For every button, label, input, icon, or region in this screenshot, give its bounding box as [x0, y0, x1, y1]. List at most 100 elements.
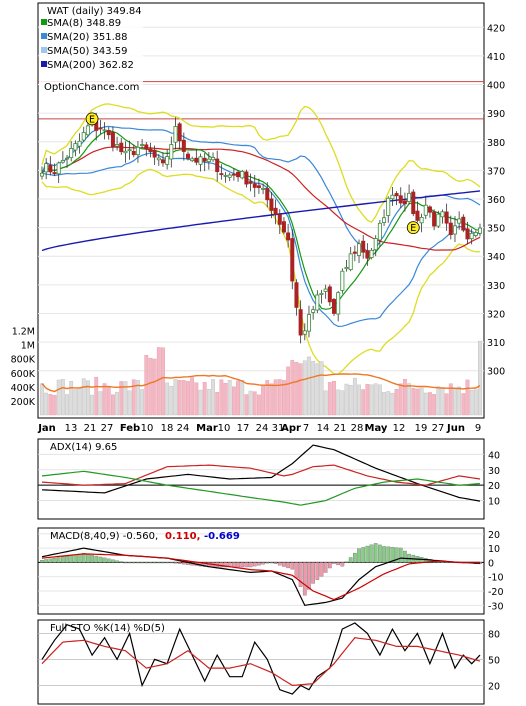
- sma50-line: [41, 146, 481, 251]
- volume-bar: [340, 390, 345, 416]
- volume-bar: [156, 347, 161, 416]
- volume-bar: [44, 392, 49, 416]
- panel-y-tick: 10: [488, 544, 500, 555]
- macd-histogram-bar: [294, 562, 299, 579]
- panel-series-line: [41, 553, 480, 601]
- volume-bar: [403, 379, 407, 416]
- x-tick-label: 27: [101, 423, 114, 434]
- macd-histogram-bar: [244, 562, 249, 568]
- candle-body: [198, 156, 203, 165]
- macd-histogram-bar: [319, 562, 324, 577]
- volume-bar: [294, 362, 299, 416]
- volume-bar: [357, 384, 361, 416]
- macd-histogram-bar: [265, 562, 270, 564]
- volume-bar: [65, 394, 69, 416]
- volume-bar: [382, 392, 386, 416]
- candle-body: [181, 139, 186, 152]
- volume-bar: [407, 383, 411, 416]
- macd-histogram-bar: [252, 562, 257, 567]
- macd-histogram-bar: [44, 559, 49, 563]
- macd-histogram-bar: [69, 555, 74, 563]
- x-tick-label: 10: [218, 423, 231, 434]
- volume-bar: [432, 394, 437, 416]
- sto-lines: [41, 622, 481, 695]
- candle-body: [102, 129, 107, 132]
- price-y-tick: 410: [487, 52, 505, 63]
- volume-average-line: [41, 373, 481, 393]
- price-y-tick: 370: [487, 166, 505, 177]
- candle-body: [44, 163, 49, 173]
- macd-histogram-bar: [248, 562, 253, 568]
- macd-histogram-bar: [327, 562, 332, 569]
- candle-body: [110, 132, 115, 148]
- legend-swatch: [41, 47, 47, 53]
- volume-bar: [127, 390, 132, 416]
- candle-body: [477, 227, 482, 234]
- x-tick-label: 24: [256, 423, 269, 434]
- candle-body: [77, 140, 82, 147]
- candle-body: [127, 149, 132, 152]
- volume-bar: [336, 389, 341, 416]
- volume-bar: [240, 379, 245, 416]
- macd-histogram-bar: [361, 547, 366, 563]
- bollinger-lower-line: [41, 168, 481, 375]
- volume-bar: [352, 377, 357, 416]
- price-y-tick: 300: [487, 367, 505, 378]
- volume-bar: [219, 379, 224, 416]
- candle-body: [407, 192, 412, 202]
- volume-bar: [440, 388, 445, 416]
- candle-body: [382, 217, 387, 223]
- macd-histogram-bar: [236, 562, 240, 568]
- volume-bar: [423, 392, 428, 416]
- x-tick-label: 21: [84, 423, 97, 434]
- volume-bar: [369, 384, 374, 416]
- macd-histogram-bar: [369, 544, 374, 563]
- candle-body: [152, 149, 157, 158]
- candle-body: [169, 144, 174, 160]
- volume-bar: [102, 383, 107, 416]
- macd-signal-value: 0.110,: [165, 531, 200, 542]
- candle-body: [173, 126, 178, 143]
- macd-histogram-bar: [302, 562, 307, 596]
- candle-body: [135, 146, 140, 156]
- candle-body: [160, 159, 165, 164]
- macd-histogram-bar: [156, 562, 161, 564]
- chart-title: WAT (daily) 349.84: [47, 6, 142, 17]
- sto-grid: [38, 633, 484, 686]
- macd-histogram-bar: [144, 562, 149, 564]
- volume-bar: [136, 380, 140, 416]
- volume-bar: [90, 394, 94, 416]
- macd-panel: [37, 527, 485, 615]
- macd-histogram-bar: [165, 562, 169, 564]
- panel-y-tick: 20: [488, 481, 500, 492]
- volume-y-tick: 600K: [11, 369, 36, 380]
- macd-histogram-bar: [298, 562, 303, 587]
- candle-body: [123, 150, 128, 154]
- candle-body: [436, 213, 441, 227]
- macd-lines: [41, 547, 481, 606]
- volume-bar: [152, 358, 157, 416]
- volume-bar: [436, 386, 441, 416]
- candle-body: [215, 158, 220, 173]
- volume-bar: [206, 389, 211, 416]
- volume-bar: [119, 381, 124, 416]
- candle-body: [394, 193, 399, 197]
- macd-histogram-bar: [181, 562, 186, 565]
- volume-bar: [390, 392, 395, 416]
- macd-histogram-bar: [90, 554, 94, 563]
- volume-bar: [77, 387, 82, 416]
- volume-bar: [244, 394, 249, 416]
- price-y-tick: 400: [487, 81, 505, 92]
- candle-body: [419, 216, 424, 224]
- macd-histogram-bar: [111, 559, 115, 563]
- candle-body: [236, 171, 241, 178]
- candle-body: [319, 292, 324, 295]
- volume-bar: [252, 391, 257, 416]
- volume-bar: [277, 379, 282, 416]
- volume-y-tick: 1.2M: [12, 327, 35, 338]
- candle-body: [331, 299, 336, 314]
- candle-body: [106, 130, 111, 136]
- volume-bar: [394, 388, 399, 416]
- candle-body: [302, 330, 307, 335]
- x-tick-label: 21: [334, 423, 347, 434]
